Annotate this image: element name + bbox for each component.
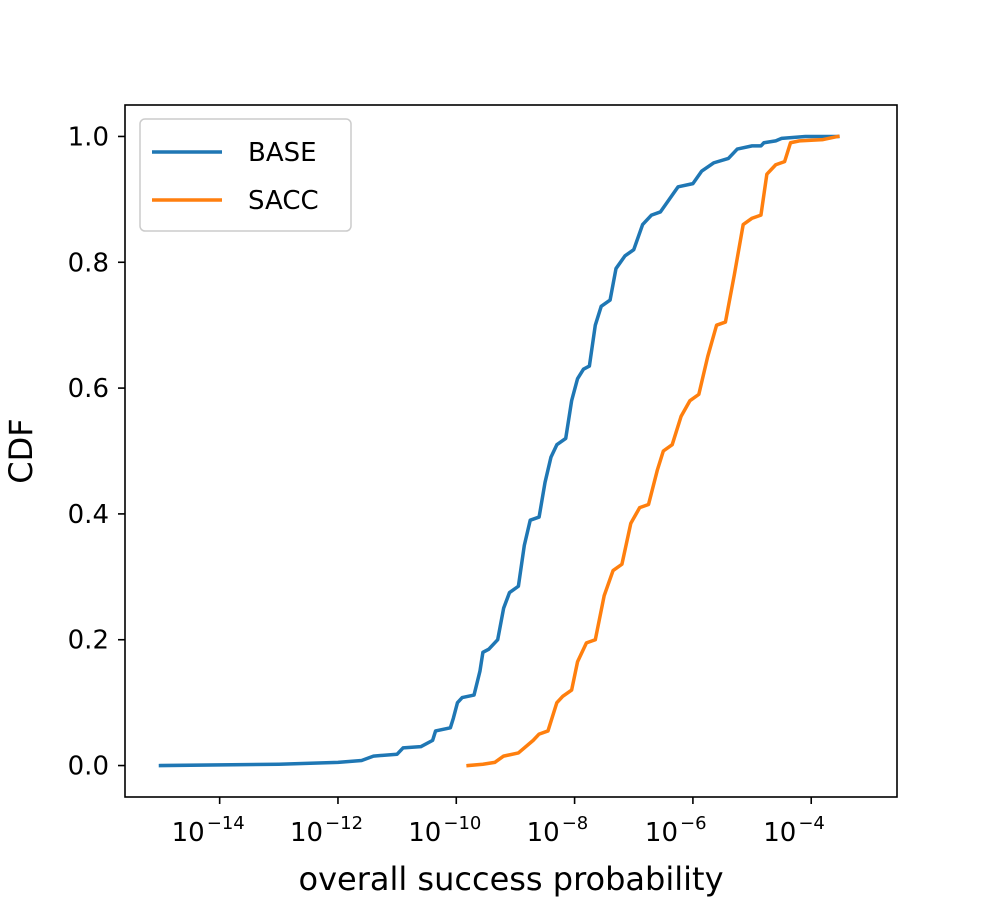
y-axis-ticks: 0.0 0.2 0.4 0.6 0.8 1.0 xyxy=(68,122,125,782)
legend-box xyxy=(139,118,352,232)
y-tick-label: 0.6 xyxy=(68,374,109,404)
series-layer xyxy=(158,134,840,768)
legend: BASE SACC xyxy=(139,118,352,232)
y-axis-label: CDF xyxy=(2,418,40,483)
y-tick-label: 1.0 xyxy=(68,122,109,152)
y-tick-label: 0.0 xyxy=(68,752,109,782)
series-line-sacc xyxy=(466,134,840,768)
legend-label-sacc: SACC xyxy=(248,186,319,216)
x-axis-label: overall success probability xyxy=(299,860,724,897)
x-axis-ticks: 10 −14 10 −12 10 −10 10 −8 10 −6 10 −4 xyxy=(172,797,825,848)
x-tick-label: 10 −10 xyxy=(408,813,481,848)
series-line-base xyxy=(158,134,840,768)
y-tick-label: 0.8 xyxy=(68,248,109,278)
x-tick-label: 10 −8 xyxy=(527,813,589,848)
x-tick-label: 10 −4 xyxy=(763,813,825,848)
y-tick-label: 0.2 xyxy=(68,626,109,656)
plot-area-frame xyxy=(124,104,898,798)
x-tick-label: 10 −12 xyxy=(290,813,363,848)
legend-label-base: BASE xyxy=(248,138,317,168)
x-tick-label: 10 −6 xyxy=(645,813,707,848)
y-tick-label: 0.4 xyxy=(68,500,109,530)
x-tick-label: 10 −14 xyxy=(172,813,245,848)
